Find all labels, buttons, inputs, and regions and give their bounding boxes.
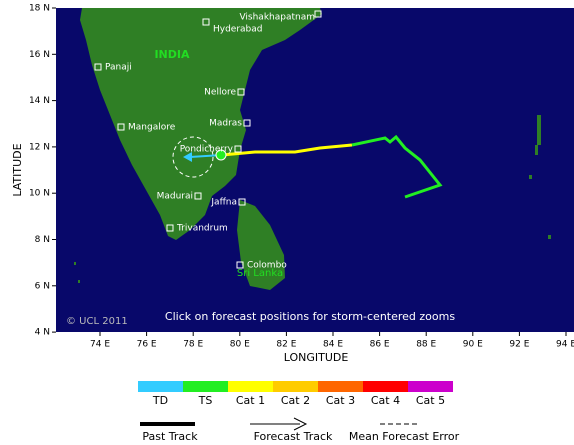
category-swatch: [408, 381, 453, 392]
lat-label: 6 N: [35, 281, 50, 291]
city-label: Pondicherry: [180, 145, 234, 155]
city-marker: [194, 192, 202, 200]
category-swatch: [273, 381, 318, 392]
legend-label: Mean Forecast Error: [349, 430, 460, 443]
lon-label: 92 E: [509, 340, 529, 350]
sri-lanka: [237, 200, 285, 290]
lat-label: 16 N: [29, 50, 50, 60]
city-label: Jaffna: [210, 198, 237, 208]
lon-label: 78 E: [183, 340, 203, 350]
category-label: Cat 2: [281, 394, 310, 407]
lon-label: 80 E: [230, 340, 250, 350]
category-label: Cat 3: [326, 394, 355, 407]
city-marker: [314, 10, 322, 18]
past-track: [351, 134, 443, 199]
country-label: Sri Lanka: [237, 268, 283, 279]
category-swatch: [363, 381, 408, 392]
city-label: Nellore: [204, 88, 236, 98]
lat-label: 8 N: [35, 235, 50, 245]
city-label: Madurai: [157, 192, 193, 202]
forecast-track: [221, 143, 353, 157]
city-label: Madras: [209, 119, 242, 129]
td-arrow: [183, 152, 192, 162]
city-marker: [234, 145, 242, 153]
city-marker: [238, 198, 246, 206]
copyright: © UCL 2011: [66, 316, 128, 327]
city-label: Vishakhapatnam: [239, 13, 315, 23]
hint: Click on forecast positions for storm-ce…: [165, 310, 455, 323]
category-swatch: [138, 381, 183, 392]
category-swatch: [183, 381, 228, 392]
city-label: Trivandrum: [176, 224, 228, 234]
city-marker: [236, 261, 244, 269]
lon-label: 86 E: [370, 340, 390, 350]
category-label: TD: [152, 394, 168, 407]
lon-label: 88 E: [416, 340, 436, 350]
forecast-legend-arrow: [293, 417, 308, 431]
legend-label: Forecast Track: [254, 430, 333, 443]
forecast-position[interactable]: [215, 149, 227, 161]
lon-label: 74 E: [90, 340, 110, 350]
city-marker: [117, 123, 125, 131]
city-marker: [243, 119, 251, 127]
india: [80, 8, 322, 240]
category-label: TS: [198, 394, 213, 407]
y-axis-title: LATITUDE: [11, 143, 24, 196]
city-label: Mangalore: [128, 123, 176, 133]
lat-label: 14 N: [29, 96, 50, 106]
lat-label: 18 N: [29, 4, 50, 14]
country-label: INDIA: [154, 48, 190, 61]
city-label: Hyderabad: [213, 25, 263, 35]
category-label: Cat 1: [236, 394, 265, 407]
city-marker: [202, 18, 210, 26]
islands: [74, 115, 551, 283]
lat-label: 4 N: [35, 328, 50, 338]
lon-label: 90 E: [463, 340, 483, 350]
lat-label: 12 N: [29, 142, 50, 152]
category-swatch: [228, 381, 273, 392]
city-label: Panaji: [105, 63, 132, 73]
city-marker: [166, 224, 174, 232]
city-marker: [237, 88, 245, 96]
error-circle: [172, 136, 214, 178]
lat-label: 10 N: [29, 189, 50, 199]
category-label: Cat 5: [416, 394, 445, 407]
category-label: Cat 4: [371, 394, 400, 407]
lon-label: 76 E: [137, 340, 157, 350]
city-marker: [94, 63, 102, 71]
lon-label: 84 E: [323, 340, 343, 350]
x-axis-title: LONGITUDE: [284, 351, 349, 364]
category-swatch: [318, 381, 363, 392]
lon-label: 94 E: [556, 340, 574, 350]
legend-label: Past Track: [142, 430, 198, 443]
city-label: Colombo: [247, 261, 287, 271]
lon-label: 82 E: [276, 340, 296, 350]
